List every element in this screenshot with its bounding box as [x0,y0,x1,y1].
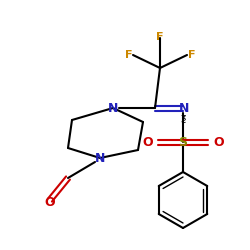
Text: N: N [108,102,118,114]
Text: N: N [179,102,189,114]
Text: F: F [124,50,132,60]
Text: S: S [178,136,188,148]
Text: F: F [156,32,164,42]
Text: ƺ: ƺ [180,113,186,123]
Text: O: O [213,136,224,148]
Text: N: N [95,152,105,164]
Text: F: F [188,50,196,60]
Text: O: O [45,196,55,208]
Text: O: O [142,136,153,148]
